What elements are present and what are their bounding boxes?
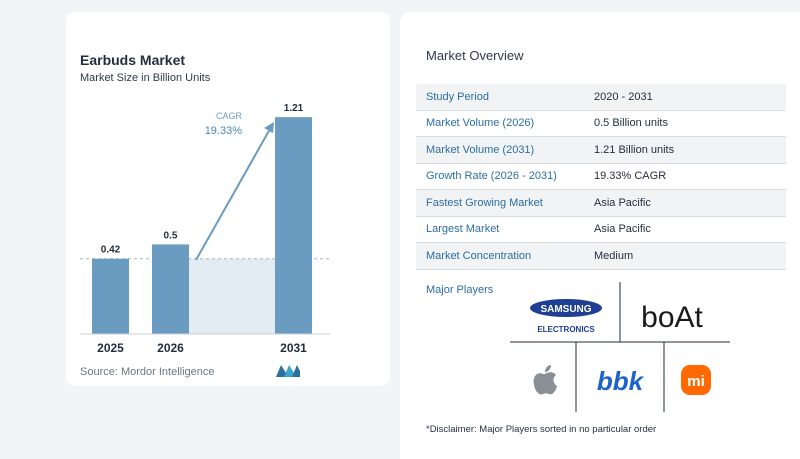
overview-row-value: Asia Pacific xyxy=(594,223,651,236)
chart-title: Earbuds Market xyxy=(80,52,186,68)
bar-2031 xyxy=(275,117,312,334)
overview-row-label: Fastest Growing Market xyxy=(426,196,543,209)
overview-row-label: Largest Market xyxy=(426,223,500,236)
cagr-label: CAGR xyxy=(216,111,243,121)
svg-text:mi: mi xyxy=(687,373,705,390)
overview-row: Market Volume (2026) 0.5 Billion units xyxy=(416,111,786,137)
bbk-logo: bbk xyxy=(597,366,645,396)
overview-row-label: Market Volume (2031) xyxy=(426,143,535,156)
cagr-arrow xyxy=(195,128,271,261)
bar-value-label: 0.42 xyxy=(101,245,121,256)
svg-text:SAMSUNG: SAMSUNG xyxy=(540,304,591,315)
cagr-value: 19.33% xyxy=(205,125,243,137)
xiaomi-logo: mi xyxy=(681,365,711,395)
overview-row-value: 2020 - 2031 xyxy=(594,90,653,103)
svg-text:ELECTRONICS: ELECTRONICS xyxy=(537,325,595,334)
overview-row: Fastest Growing Market Asia Pacific xyxy=(416,190,786,217)
overview-row-value: 1.21 Billion units xyxy=(594,143,675,156)
overview-panel: Market Overview Study Period 2020 - 2031 M… xyxy=(400,12,800,459)
overview-row-label: Growth Rate (2026 - 2031) xyxy=(426,170,557,183)
major-players-logos: SAMSUNG ELECTRONICS boAt bbk mi xyxy=(510,282,730,412)
samsung-logo: SAMSUNG ELECTRONICS xyxy=(530,299,602,334)
apple-icon xyxy=(533,365,557,395)
bar-value-label: 0.5 xyxy=(164,230,178,241)
mordor-logo-icon xyxy=(276,365,300,377)
overview-row: Market Concentration Medium xyxy=(416,243,786,270)
growth-band xyxy=(189,258,275,334)
overview-table: Study Period 2020 - 2031 Market Volume (20… xyxy=(416,84,786,270)
overview-row: Largest Market Asia Pacific xyxy=(416,217,786,243)
x-tick-label: 2031 xyxy=(280,341,307,355)
disclaimer-text: *Disclaimer: Major Players sorted in no … xyxy=(426,424,657,435)
chart-subtitle: Market Size in Billion Units xyxy=(80,72,211,84)
source-text: Source: Mordor Intelligence xyxy=(80,366,215,378)
overview-row-label: Study Period xyxy=(426,90,489,103)
overview-row-value: Asia Pacific xyxy=(594,196,651,209)
overview-row-value: 0.5 Billion units xyxy=(594,117,668,130)
cagr-arrowhead xyxy=(264,122,274,133)
boat-logo: boAt xyxy=(641,301,703,334)
bar-2025 xyxy=(92,258,129,334)
overview-row-label: Market Volume (2026) xyxy=(426,117,535,130)
overview-title: Market Overview xyxy=(426,48,524,63)
major-players-label: Major Players xyxy=(426,284,494,296)
bar-2026 xyxy=(152,244,189,334)
bar-value-label: 1.21 xyxy=(284,103,304,114)
overview-row: Growth Rate (2026 - 2031) 19.33% CAGR xyxy=(416,164,786,190)
chart-panel: Earbuds Market Market Size in Billion Un… xyxy=(66,12,390,386)
overview-row: Market Volume (2031) 1.21 Billion units xyxy=(416,137,786,164)
overview-row-value: 19.33% CAGR xyxy=(594,170,667,183)
x-tick-label: 2026 xyxy=(157,341,184,355)
overview-row-value: Medium xyxy=(594,249,634,262)
x-tick-label: 2025 xyxy=(97,341,124,355)
bar-chart: 0.42 2025 0.5 2026 1.21 2031 CAGR 19.33% xyxy=(80,103,330,355)
overview-row-label: Market Concentration xyxy=(426,249,532,262)
overview-row: Study Period 2020 - 2031 xyxy=(416,84,786,111)
